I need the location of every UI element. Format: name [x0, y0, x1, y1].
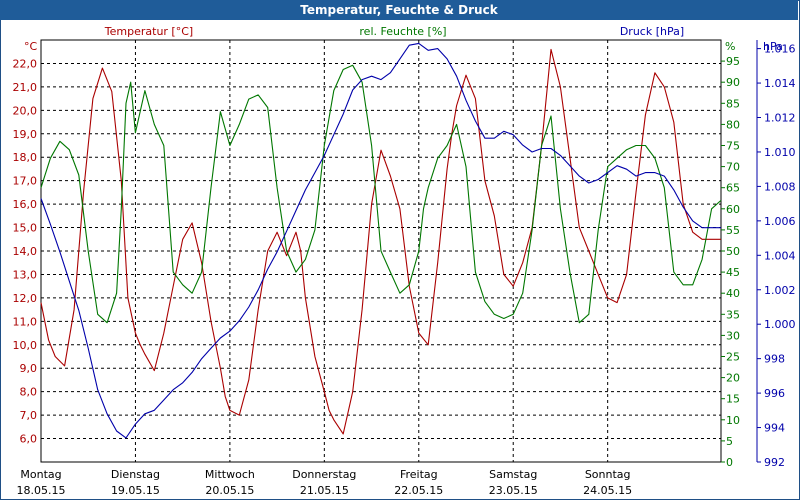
humidity-tick: 35	[726, 308, 740, 321]
temperature-tick: 11,0	[13, 315, 38, 328]
x-tick-date: 18.05.15	[17, 484, 66, 497]
temperature-tick: 17,0	[13, 175, 38, 188]
humidity-tick: 40	[726, 287, 740, 300]
humidity-axis-label: rel. Feuchte [%]	[359, 25, 446, 38]
x-tick-day: Sonntag	[585, 468, 631, 481]
x-tick-date: 24.05.15	[583, 484, 632, 497]
pressure-tick: 1.014	[764, 77, 796, 90]
pressure-tick: 1.006	[764, 215, 796, 228]
pressure-tick: 1.012	[764, 112, 796, 125]
x-tick-date: 22.05.15	[394, 484, 443, 497]
humidity-tick: 5	[726, 435, 733, 448]
humidity-tick: 20	[726, 372, 740, 385]
x-tick-date: 20.05.15	[205, 484, 254, 497]
humidity-tick: 80	[726, 118, 740, 131]
pressure-tick: 1.008	[764, 180, 796, 193]
temperature-tick: 6,0	[20, 433, 38, 446]
x-tick-day: Mittwoch	[205, 468, 255, 481]
temperature-tick: 9,0	[20, 362, 38, 375]
temperature-tick: 8,0	[20, 386, 38, 399]
temperature-tick: 21,0	[13, 81, 38, 94]
temperature-axis-label: Temperatur [°C]	[104, 25, 193, 38]
x-tick-day: Montag	[20, 468, 61, 481]
pressure-tick: 996	[764, 387, 785, 400]
humidity-tick: 55	[726, 224, 740, 237]
humidity-tick: 90	[726, 76, 740, 89]
temperature-series-line	[40, 48, 721, 435]
humidity-tick: 75	[726, 140, 740, 153]
pressure-tick: 1.002	[764, 284, 796, 297]
pressure-tick: 998	[764, 353, 785, 366]
temperature-tick: 18,0	[13, 151, 38, 164]
humidity-tick: 85	[726, 97, 740, 110]
humidity-tick: 65	[726, 182, 740, 195]
pressure-tick: 1.016	[764, 43, 796, 56]
pressure-tick: 994	[764, 422, 785, 435]
temperature-tick: 10,0	[13, 339, 38, 352]
temperature-tick: 14,0	[13, 245, 38, 258]
pressure-series-line	[40, 42, 721, 439]
temperature-tick: 19,0	[13, 128, 38, 141]
humidity-tick: 50	[726, 245, 740, 258]
pressure-tick: 1.000	[764, 318, 796, 331]
x-tick-day: Donnerstag	[292, 468, 356, 481]
humidity-tick: 45	[726, 266, 740, 279]
x-tick-day: Samstag	[489, 468, 537, 481]
pressure-tick: 992	[764, 456, 785, 469]
temperature-tick: 15,0	[13, 222, 38, 235]
humidity-tick: 25	[726, 351, 740, 364]
temperature-unit-label: °C	[24, 40, 38, 53]
temperature-tick: 22,0	[13, 57, 38, 70]
humidity-tick: 10	[726, 414, 740, 427]
x-tick-date: 23.05.15	[489, 484, 538, 497]
x-tick-date: 19.05.15	[111, 484, 160, 497]
humidity-unit-label: %	[725, 40, 735, 53]
humidity-series-line	[40, 64, 722, 324]
humidity-tick: 60	[726, 203, 740, 216]
humidity-tick: 30	[726, 329, 740, 342]
x-tick-date: 21.05.15	[300, 484, 349, 497]
humidity-tick: 0	[726, 456, 733, 469]
x-tick-day: Dienstag	[111, 468, 160, 481]
pressure-tick: 1.004	[764, 249, 796, 262]
temperature-tick: 20,0	[13, 104, 38, 117]
chart-title: Temperatur, Feuchte & Druck	[0, 0, 798, 20]
humidity-tick: 95	[726, 55, 740, 68]
x-tick-day: Freitag	[400, 468, 438, 481]
pressure-axis-label: Druck [hPa]	[620, 25, 684, 38]
temperature-tick: 12,0	[13, 292, 38, 305]
temperature-tick: 16,0	[13, 198, 38, 211]
pressure-tick: 1.010	[764, 146, 796, 159]
pressure-unit-label: hPa	[763, 40, 783, 53]
humidity-tick: 15	[726, 393, 740, 406]
humidity-tick: 70	[726, 161, 740, 174]
temperature-tick: 7,0	[20, 409, 38, 422]
temperature-tick: 13,0	[13, 268, 38, 281]
